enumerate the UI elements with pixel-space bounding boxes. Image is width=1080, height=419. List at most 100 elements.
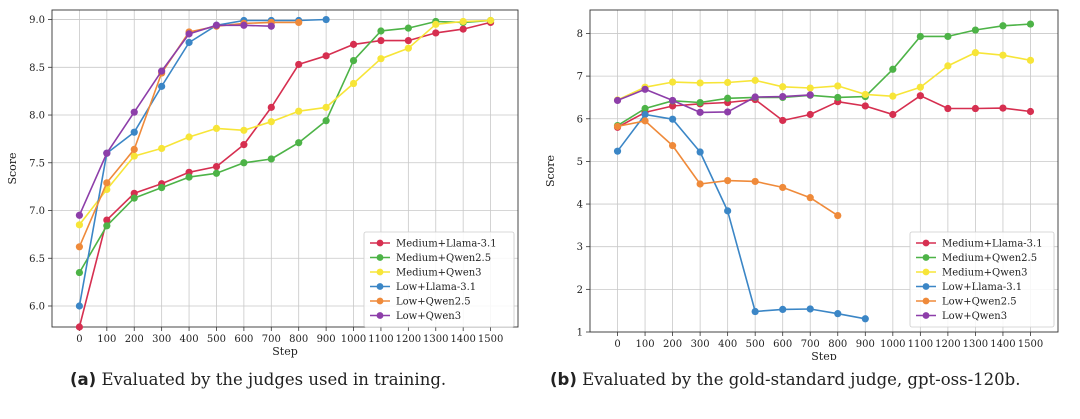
data-point	[75, 211, 84, 219]
data-point	[240, 159, 248, 167]
caption-a-text: Evaluated by the judges used in training…	[101, 370, 447, 389]
data-point	[641, 85, 649, 93]
x-tick-label: 1500	[478, 334, 503, 345]
data-point	[130, 152, 138, 160]
data-point	[999, 22, 1007, 30]
data-point	[158, 82, 166, 90]
data-point	[999, 51, 1007, 59]
data-point	[240, 126, 248, 134]
series-medium-qwen2-5	[75, 16, 495, 277]
legend-item-medium-qwen3: Medium+Qwen3	[916, 268, 1028, 279]
x-axis-label: Step	[272, 345, 298, 358]
data-point	[751, 177, 759, 186]
x-axis: 0 100 200 300 400 500 600 700 800 900 1000 1100 1200…	[76, 327, 503, 345]
caption-b-tag: (b)	[550, 370, 577, 389]
legend-swatch-marker	[376, 239, 384, 247]
data-point	[459, 25, 467, 33]
data-point	[696, 180, 704, 188]
data-point	[779, 83, 787, 91]
data-point	[158, 67, 166, 75]
x-tick-label: 500	[207, 334, 226, 345]
x-tick-label: 1100	[368, 334, 393, 345]
data-point	[861, 315, 869, 323]
data-point	[322, 117, 330, 125]
x-tick-label: 1300	[963, 339, 988, 350]
series-low-qwen2-5	[613, 117, 842, 220]
y-tick-label: 6	[577, 114, 583, 125]
data-point	[1026, 20, 1035, 28]
legend-item-low-llama-3-1: Low+Llama-3.1	[916, 282, 1022, 293]
legend-item-medium-qwen2-5: Medium+Qwen2.5	[370, 253, 491, 264]
y-tick-label: 6.0	[29, 301, 45, 312]
series-line	[78, 24, 272, 216]
data-point	[724, 207, 732, 215]
data-point	[404, 36, 412, 45]
data-point	[613, 96, 622, 105]
y-tick-label: 7.0	[29, 206, 45, 217]
legend-swatch-marker	[376, 312, 384, 319]
data-point	[916, 92, 924, 100]
data-point	[349, 79, 358, 88]
data-point	[404, 44, 412, 52]
data-point	[267, 22, 275, 30]
data-point	[377, 36, 385, 45]
data-point	[130, 145, 138, 154]
legend-swatch-marker	[376, 283, 384, 290]
legend-label: Low+Llama-3.1	[396, 282, 476, 293]
data-point	[377, 55, 385, 63]
legend-label: Medium+Qwen3	[942, 268, 1028, 279]
x-tick-label: 800	[289, 334, 308, 345]
y-tick-label: 2	[577, 285, 583, 296]
legend-item-medium-qwen3: Medium+Qwen3	[370, 268, 482, 279]
legend-item-low-llama-3-1: Low+Llama-3.1	[370, 282, 476, 293]
data-point	[724, 176, 732, 185]
series-line	[78, 18, 327, 307]
chart-b: 0 100 200 300 400 500 600 700 800 900 1000 1100 1200…	[544, 9, 1059, 360]
y-tick-label: 8.0	[29, 111, 45, 122]
x-tick-label: 1200	[396, 334, 421, 345]
caption-a-tag: (a)	[70, 370, 97, 389]
data-point	[696, 148, 704, 156]
data-point	[103, 216, 111, 224]
y-tick-label: 9.0	[29, 15, 45, 26]
legend-swatch-marker	[922, 268, 930, 276]
legend-swatch-marker	[376, 254, 384, 261]
data-point	[779, 183, 787, 192]
x-tick-label: 500	[746, 339, 765, 350]
legend-item-low-qwen3: Low+Qwen3	[916, 311, 1007, 322]
data-point	[806, 91, 814, 99]
data-point	[103, 179, 111, 187]
y-tick-label: 7.5	[29, 158, 45, 169]
data-point	[806, 305, 814, 313]
series-low-qwen3	[75, 21, 275, 219]
x-tick-label: 800	[828, 339, 847, 350]
legend-box	[363, 231, 515, 328]
data-point	[724, 108, 732, 116]
data-point	[861, 102, 869, 110]
caption-b-text: Evaluated by the gold-standard judge, gp…	[582, 370, 1021, 389]
x-tick-label: 0	[614, 339, 620, 350]
data-point	[834, 93, 842, 102]
data-point	[834, 82, 842, 90]
data-point	[724, 78, 732, 87]
data-point	[696, 108, 704, 116]
data-point	[75, 302, 84, 310]
legend-swatch-marker	[376, 268, 384, 276]
data-point	[889, 110, 897, 119]
data-point	[459, 17, 467, 26]
series-medium-qwen3	[613, 49, 1035, 104]
series-medium-qwen3	[75, 16, 495, 229]
x-tick-label: 600	[234, 334, 253, 345]
legend-label: Medium+Llama-3.1	[942, 239, 1043, 250]
data-point	[75, 243, 84, 251]
x-tick-label: 1100	[908, 339, 933, 350]
data-point	[322, 52, 330, 60]
legend-swatch-marker	[922, 297, 930, 305]
chart-panel-b: 0 100 200 300 400 500 600 700 800 900 1000 1100 1200…	[540, 0, 1080, 419]
data-point	[889, 92, 897, 100]
caption-b: (b) Evaluated by the gold-standard judge…	[550, 370, 1020, 389]
data-point	[916, 83, 924, 91]
legend-label: Low+Qwen2.5	[942, 297, 1017, 308]
data-point	[668, 78, 677, 86]
data-point	[971, 104, 980, 113]
